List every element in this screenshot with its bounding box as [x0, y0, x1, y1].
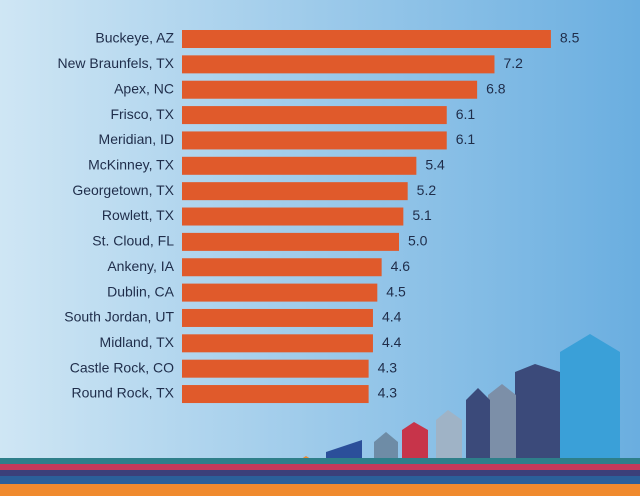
stripe: [0, 484, 640, 496]
stripe: [0, 458, 640, 464]
bar: [182, 55, 495, 74]
bar: [182, 308, 373, 327]
value-label: 4.4: [382, 334, 402, 350]
stripe: [0, 470, 640, 476]
bar: [182, 80, 478, 99]
bar: [182, 232, 399, 251]
stripe: [0, 476, 640, 484]
category-label: New Braunfels, TX: [58, 55, 175, 71]
bar: [182, 385, 369, 404]
category-label: St. Cloud, FL: [92, 233, 174, 249]
value-label: 8.5: [560, 30, 580, 46]
value-label: 5.0: [408, 233, 428, 249]
bar: [182, 283, 378, 302]
bar: [182, 258, 382, 277]
category-label: Castle Rock, CO: [70, 359, 174, 375]
category-label: Rowlett, TX: [102, 207, 175, 223]
category-label: Midland, TX: [100, 334, 175, 350]
bar: [182, 131, 447, 150]
value-label: 6.8: [486, 80, 506, 96]
value-label: 7.2: [503, 55, 523, 71]
bar: [182, 156, 417, 175]
category-label: Buckeye, AZ: [95, 30, 174, 46]
category-label: South Jordan, UT: [64, 309, 174, 325]
value-label: 6.1: [456, 106, 476, 122]
stripe: [0, 464, 640, 470]
value-label: 4.6: [391, 258, 411, 274]
category-label: Georgetown, TX: [72, 182, 174, 198]
bar: [182, 207, 404, 226]
category-label: Meridian, ID: [99, 131, 174, 147]
value-label: 5.4: [425, 157, 445, 173]
value-label: 4.5: [386, 283, 406, 299]
value-label: 5.1: [412, 207, 432, 223]
value-label: 4.3: [378, 385, 398, 401]
value-label: 5.2: [417, 182, 437, 198]
bar: [182, 30, 551, 48]
value-label: 4.3: [378, 359, 398, 375]
category-label: Round Rock, TX: [72, 385, 175, 401]
skyline: [290, 334, 620, 470]
bar: [182, 334, 373, 353]
category-label: Ankeny, IA: [107, 258, 174, 274]
bar: [182, 106, 447, 125]
value-label: 4.4: [382, 309, 402, 325]
category-label: Frisco, TX: [110, 106, 174, 122]
category-label: Dublin, CA: [107, 283, 175, 299]
category-label: Apex, NC: [114, 80, 174, 96]
value-label: 6.1: [456, 131, 476, 147]
bar: [182, 359, 369, 378]
category-label: McKinney, TX: [88, 157, 175, 173]
bar: [182, 182, 408, 201]
